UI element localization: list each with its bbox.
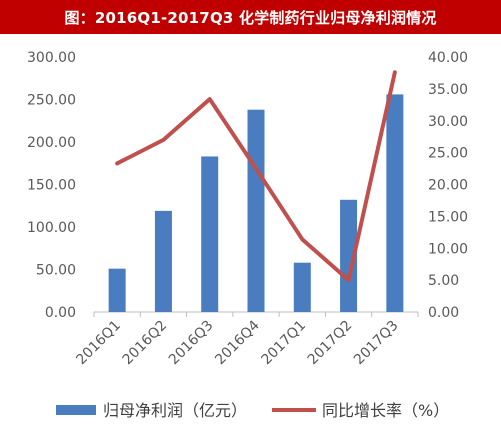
legend-line-label: 同比增长率（%） (322, 401, 449, 420)
x-tick-label: 2017Q1 (259, 318, 310, 369)
y-right-tick-label: 35.00 (428, 82, 468, 98)
legend-bar-label: 归母净利润（亿元） (103, 401, 247, 420)
y-right-tick-label: 20.00 (428, 178, 468, 194)
bar (154, 210, 172, 312)
y-left-tick-label: 250.00 (27, 93, 76, 109)
x-tick-label: 2017Q2 (305, 318, 356, 369)
y-right-tick-label: 30.00 (428, 114, 468, 130)
y-left-tick-label: 0.00 (45, 305, 76, 321)
x-tick-label: 2016Q4 (212, 317, 263, 368)
y-right-tick-label: 5.00 (428, 273, 459, 289)
y-right-tick-label: 0.00 (428, 305, 459, 321)
y-left-tick-label: 150.00 (27, 178, 76, 194)
y-left-tick-label: 200.00 (27, 135, 76, 151)
y-right-tick-label: 15.00 (428, 209, 468, 225)
bar (293, 262, 311, 312)
chart-title: 图：2016Q1-2017Q3 化学制药行业归母净利润情况 (64, 8, 437, 27)
y-right-tick-label: 10.00 (428, 241, 468, 257)
y-left-tick-label: 50.00 (36, 263, 76, 279)
bar (108, 268, 126, 312)
y-left-tick-label: 100.00 (27, 220, 76, 236)
y-right-tick-label: 25.00 (428, 146, 468, 162)
x-tick-label: 2016Q2 (120, 318, 171, 369)
x-tick-label: 2016Q3 (166, 318, 217, 369)
x-tick-label: 2016Q1 (73, 318, 124, 369)
y-left-tick-label: 300.00 (27, 50, 76, 66)
y-right-tick-label: 40.00 (428, 50, 468, 66)
title-bar: 图：2016Q1-2017Q3 化学制药行业归母净利润情况 (0, 0, 501, 34)
x-tick-label: 2017Q3 (351, 318, 402, 369)
bar (386, 94, 404, 313)
bar (340, 199, 358, 312)
growth-rate-line (115, 70, 397, 283)
legend-bar-swatch (56, 405, 96, 415)
bar (201, 156, 219, 312)
bar (247, 109, 265, 312)
